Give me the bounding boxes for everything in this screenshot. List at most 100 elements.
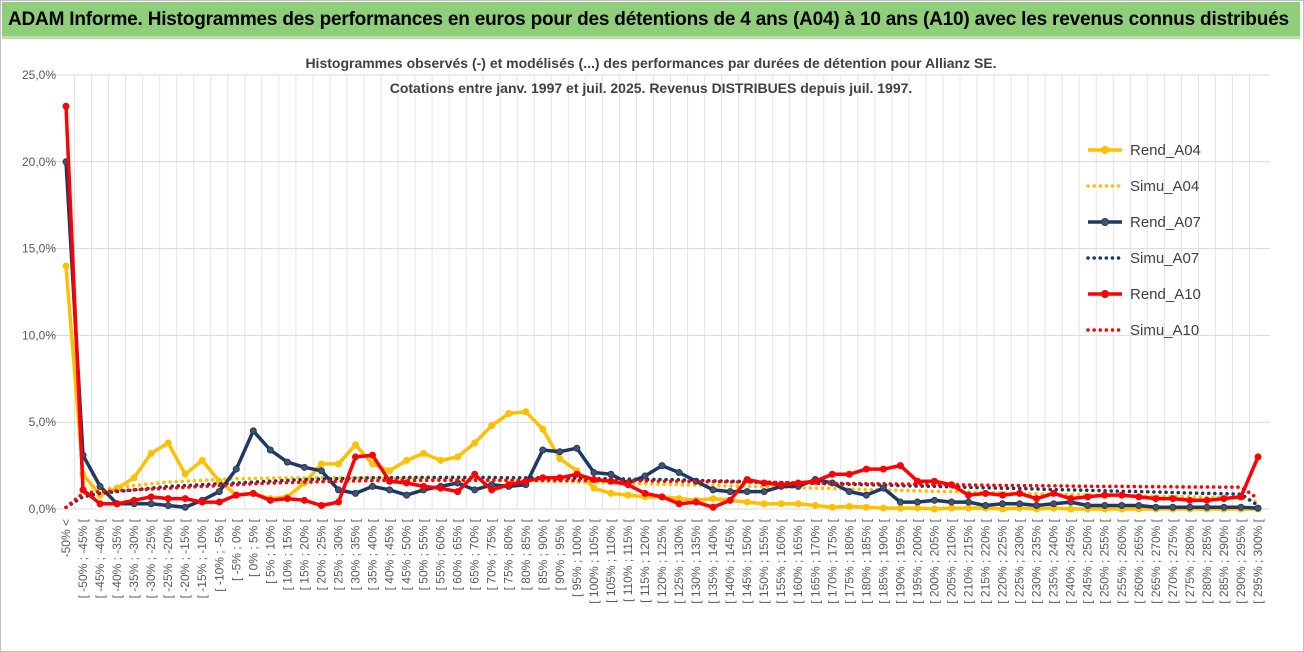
- data-point-rend-a10: [675, 500, 683, 508]
- series-line-simu-a07: [64, 475, 1260, 510]
- x-tick-label: [ 125% ; 130% [: [672, 518, 686, 603]
- x-tick-label: [ 15% ; 20% [: [297, 518, 311, 590]
- data-point-rend-a10: [130, 496, 138, 504]
- data-point-rend-a10: [198, 498, 206, 506]
- data-point-rend-a07: [913, 498, 921, 506]
- data-point-rend-a10: [1067, 495, 1075, 503]
- data-point-rend-a04: [164, 439, 172, 447]
- x-tick-label: [ 285% ; 290% [: [1217, 518, 1231, 603]
- data-point-rend-a04: [522, 408, 530, 416]
- data-point-rend-a10: [1220, 495, 1228, 503]
- data-point-rend-a10: [420, 482, 428, 490]
- x-tick-label: [ 20% ; 25% [: [314, 518, 328, 590]
- data-point-rend-a07: [658, 462, 666, 470]
- data-point-rend-a07: [675, 469, 683, 477]
- legend-label-simu-a04: Simu_A04: [1130, 178, 1199, 195]
- data-point-rend-a07: [760, 488, 768, 496]
- x-tick-label: [ -15% ; -10% [: [195, 518, 209, 598]
- data-point-rend-a04: [539, 425, 547, 433]
- x-tick-label: [ 230% ; 235% [: [1030, 518, 1044, 603]
- data-point-rend-a07: [1254, 504, 1262, 512]
- data-point-rend-a10: [62, 102, 70, 110]
- data-point-rend-a07: [1016, 500, 1024, 508]
- data-point-rend-a04: [624, 491, 632, 499]
- legend-label-simu-a07: Simu_A07: [1130, 250, 1199, 267]
- x-tick-label: [ 75% ; 80% [: [502, 518, 516, 590]
- data-point-rend-a07: [641, 472, 649, 480]
- data-point-rend-a10: [317, 502, 325, 510]
- data-point-rend-a04: [369, 460, 377, 468]
- x-tick-label: [ 220% ; 225% [: [996, 518, 1010, 603]
- data-point-rend-a10: [113, 500, 121, 508]
- x-tick-label: [ 245% ; 250% [: [1081, 518, 1095, 603]
- data-point-rend-a10: [845, 470, 853, 478]
- data-point-rend-a07: [1084, 502, 1092, 510]
- data-point-rend-a10: [1254, 453, 1262, 461]
- data-point-rend-a10: [471, 470, 479, 478]
- x-tick-label: [ 40% ; 45% [: [383, 518, 397, 590]
- data-point-rend-a10: [1237, 493, 1245, 501]
- data-point-rend-a07: [1050, 500, 1058, 508]
- data-point-rend-a10: [437, 484, 445, 492]
- data-point-rend-a10: [726, 496, 734, 504]
- data-point-rend-a04: [62, 262, 70, 270]
- x-tick-label: [ 270% ; 275% [: [1166, 518, 1180, 603]
- x-tick-label: [ 120% ; 125% [: [655, 518, 669, 603]
- data-point-rend-a10: [999, 491, 1007, 499]
- data-point-rend-a04: [488, 422, 496, 430]
- data-point-rend-a10: [488, 486, 496, 494]
- x-tick-label: [ 0% ; 5% [: [246, 518, 260, 577]
- x-tick-label: [ 55% ; 60% [: [434, 518, 448, 590]
- data-point-rend-a07: [317, 467, 325, 475]
- report-header-banner: ADAM Informe. Histogrammes des performan…: [2, 2, 1300, 39]
- x-tick-label: [ 250% ; 255% [: [1098, 518, 1112, 603]
- x-tick-label: [ -10% ; -5% [: [212, 518, 226, 591]
- y-tick-label: 20,0%: [22, 155, 56, 169]
- data-point-rend-a04: [845, 502, 853, 510]
- data-point-rend-a10: [232, 491, 240, 499]
- x-axis-tick-labels: -50% <[ -50% ; -45% [[ -45% ; -40% [[ -4…: [59, 518, 1265, 603]
- data-point-rend-a04: [505, 410, 513, 418]
- data-point-rend-a04: [437, 456, 445, 464]
- x-tick-label: [ 5% ; 10% [: [263, 518, 277, 583]
- data-point-rend-a07: [1186, 503, 1194, 511]
- data-point-rend-a07: [1135, 502, 1143, 510]
- x-tick-label: [ -35% ; -30% [: [127, 518, 141, 598]
- data-point-rend-a07: [147, 500, 155, 508]
- data-point-rend-a04: [1067, 505, 1075, 513]
- y-tick-label: 25,0%: [22, 68, 56, 82]
- data-point-rend-a07: [607, 470, 615, 478]
- data-point-rend-a07: [181, 503, 189, 511]
- data-point-rend-a07: [947, 498, 955, 506]
- x-tick-label: [ 170% ; 175% [: [825, 518, 839, 603]
- data-point-rend-a04: [386, 467, 394, 475]
- x-tick-label: [ 150% ; 155% [: [757, 518, 771, 603]
- x-tick-label: [ 235% ; 240% [: [1047, 518, 1061, 603]
- series-lines: [62, 102, 1262, 513]
- data-point-rend-a07: [1220, 503, 1228, 511]
- data-point-rend-a04: [896, 504, 904, 512]
- data-point-rend-a04: [181, 470, 189, 478]
- x-tick-label: [ -45% ; -40% [: [93, 518, 107, 598]
- x-tick-label: [ 65% ; 70% [: [468, 518, 482, 590]
- data-point-rend-a10: [709, 503, 717, 511]
- data-point-rend-a04: [556, 455, 564, 463]
- data-point-rend-a07: [249, 427, 257, 435]
- data-point-rend-a04: [913, 504, 921, 512]
- x-tick-label: [ 115% ; 120% [: [638, 518, 652, 602]
- y-tick-label: 10,0%: [22, 328, 56, 342]
- legend-label-simu-a10: Simu_A10: [1130, 322, 1199, 339]
- data-point-rend-a07: [351, 489, 359, 497]
- y-axis-tick-labels: 0,0% 5,0% 10,0% 15,0% 20,0% 25,0%: [22, 68, 56, 516]
- x-tick-label: [ 290% ; 295% [: [1234, 518, 1248, 603]
- data-point-rend-a04: [811, 502, 819, 510]
- data-point-rend-a07: [982, 502, 990, 510]
- x-tick-label: [ 215% ; 220% [: [979, 518, 993, 603]
- data-point-rend-a04: [471, 439, 479, 447]
- x-tick-label: [ -40% ; -35% [: [110, 518, 124, 598]
- x-tick-label: [ 80% ; 85% [: [519, 518, 533, 590]
- x-tick-label: [ 185% ; 190% [: [876, 518, 890, 603]
- data-point-rend-a07: [1033, 502, 1041, 510]
- legend-marker-rend-a07: [1101, 218, 1109, 226]
- data-point-rend-a04: [590, 484, 598, 492]
